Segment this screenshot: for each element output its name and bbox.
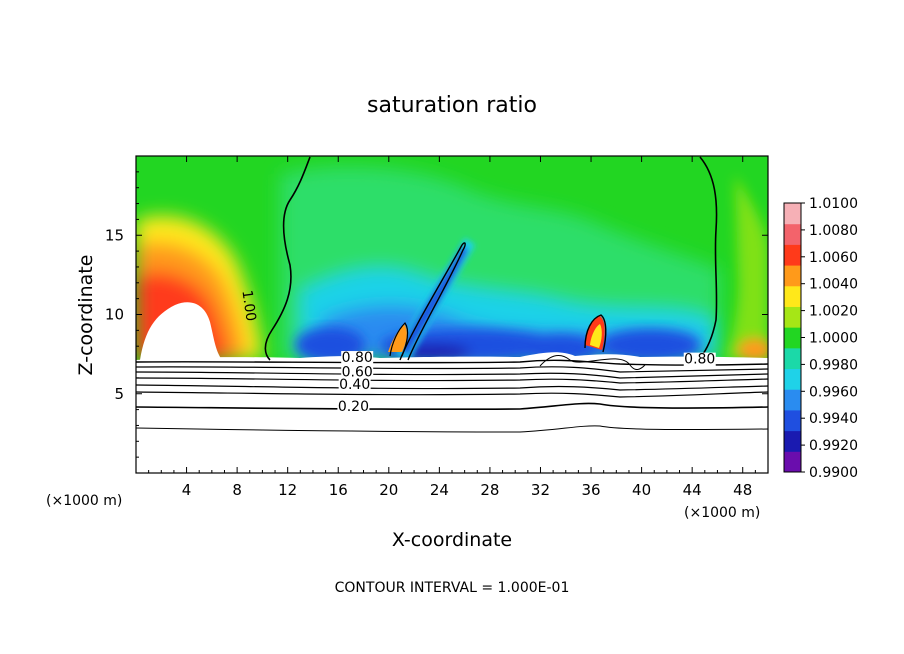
contour-label-background bbox=[337, 400, 370, 415]
colorbar-swatch bbox=[784, 265, 801, 287]
colorbar-label: 1.0000 bbox=[809, 331, 858, 347]
colorbar-label: 1.0080 bbox=[809, 223, 858, 239]
x-tick-label: 8 bbox=[232, 481, 242, 499]
contour-interval-note: CONTOUR INTERVAL = 1.000E-01 bbox=[335, 580, 570, 596]
colorbar: 1.0100 1.0080 1.0060 1.0040 1.0020 1.0000 0.99… bbox=[783, 196, 858, 481]
x-unit-left: (×1000 m) bbox=[46, 493, 122, 509]
colorbar-label: 0.9900 bbox=[809, 465, 858, 481]
contour-label: 0.40 bbox=[339, 377, 370, 393]
x-tick-label: 32 bbox=[531, 481, 550, 499]
colorbar-swatch bbox=[784, 327, 801, 349]
contour-label-group: 1.000.800.600.400.200.80 bbox=[238, 289, 716, 415]
x-tick-label: 16 bbox=[329, 481, 348, 499]
x-tick-label: 44 bbox=[683, 481, 702, 499]
x-tick-label: 28 bbox=[480, 481, 499, 499]
colorbar-swatch bbox=[784, 368, 801, 390]
contour-label: 0.60 bbox=[342, 364, 373, 380]
contour-label: 0.80 bbox=[342, 350, 373, 366]
colorbar-label: 1.0040 bbox=[809, 277, 858, 293]
colorbar-label: 0.9980 bbox=[809, 357, 858, 373]
colorbar-swatch bbox=[784, 430, 801, 452]
x-unit-right: (×1000 m) bbox=[684, 505, 760, 521]
x-tick-label: 40 bbox=[632, 481, 651, 499]
colorbar-label: 1.0020 bbox=[809, 304, 858, 320]
x-axis-ticks: 4 8 12 16 20 24 28 32 36 40 44 48 bbox=[148, 156, 756, 499]
y-tick-label: 5 bbox=[114, 385, 124, 403]
colorbar-swatch bbox=[784, 451, 801, 473]
colorbar-swatch bbox=[784, 244, 801, 266]
colorbar-label: 0.9920 bbox=[809, 438, 858, 454]
y-axis-ticks: 5 10 15 bbox=[105, 171, 768, 458]
contour-label-background bbox=[338, 377, 371, 392]
x-tick-label: 20 bbox=[379, 481, 398, 499]
x-axis-title: X-coordinate bbox=[392, 529, 512, 551]
x-tick-label: 48 bbox=[733, 481, 752, 499]
contour-label-background bbox=[341, 365, 374, 380]
contour-label: 0.20 bbox=[338, 399, 369, 415]
colorbar-label: 1.0100 bbox=[809, 196, 858, 212]
y-axis-title: Z-coordinate bbox=[75, 255, 97, 376]
x-tick-label: 12 bbox=[278, 481, 297, 499]
colorbar-swatch bbox=[784, 306, 801, 328]
colorbar-swatch bbox=[784, 389, 801, 411]
contour-label-background bbox=[683, 352, 716, 367]
contour-label: 1.00 bbox=[238, 289, 258, 322]
colorbar-swatch bbox=[784, 203, 801, 225]
x-tick-label: 24 bbox=[430, 481, 449, 499]
colorbar-swatch bbox=[784, 347, 801, 370]
contour-label-background bbox=[341, 351, 374, 366]
colorbar-label: 0.9940 bbox=[809, 411, 858, 427]
colorbar-label: 1.0060 bbox=[809, 250, 858, 266]
x-tick-label: 4 bbox=[182, 481, 192, 499]
colorbar-label: 0.9960 bbox=[809, 384, 858, 400]
y-tick-label: 10 bbox=[105, 306, 124, 324]
chart-title: saturation ratio bbox=[367, 93, 537, 118]
contour-label: 0.80 bbox=[684, 352, 715, 368]
saturation-field bbox=[136, 156, 768, 473]
x-tick-label: 36 bbox=[581, 481, 600, 499]
colorbar-swatch bbox=[784, 223, 801, 245]
y-tick-label: 15 bbox=[105, 226, 124, 244]
colorbar-swatch bbox=[784, 285, 801, 307]
colorbar-swatch bbox=[784, 409, 801, 432]
contour-lines bbox=[136, 156, 768, 433]
